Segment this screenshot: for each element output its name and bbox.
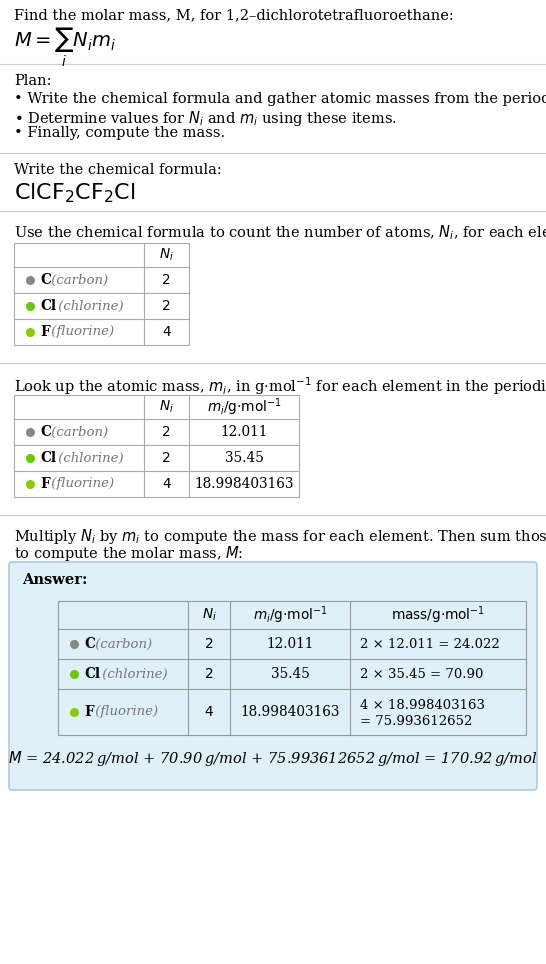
Text: (chlorine): (chlorine) [54,451,123,465]
Text: 2: 2 [205,667,213,681]
Text: Find the molar mass, M, for 1,2–dichlorotetrafluoroethane:: Find the molar mass, M, for 1,2–dichloro… [14,8,454,22]
Text: 4: 4 [162,477,171,491]
Text: 4: 4 [205,705,213,719]
Text: 2: 2 [162,425,171,439]
Text: 4: 4 [162,325,171,339]
Text: Use the chemical formula to count the number of atoms, $N_i$, for each element:: Use the chemical formula to count the nu… [14,223,546,242]
Text: • Determine values for $N_i$ and $m_i$ using these items.: • Determine values for $N_i$ and $m_i$ u… [14,109,397,128]
Bar [14,243,189,345]
Text: mass/g·mol$^{-1}$: mass/g·mol$^{-1}$ [391,604,485,626]
Text: $M = \sum_i N_i m_i$: $M = \sum_i N_i m_i$ [14,26,116,69]
Text: Multiply $N_i$ by $m_i$ to compute the mass for each element. Then sum those val: Multiply $N_i$ by $m_i$ to compute the m… [14,527,546,546]
Text: 35.45: 35.45 [271,667,310,681]
Text: 2: 2 [162,451,171,465]
Text: $m_i$/g·mol$^{-1}$: $m_i$/g·mol$^{-1}$ [207,396,281,417]
Text: $M$ = 24.022 g/mol + 70.90 g/mol + 75.993612652 g/mol = 170.92 g/mol: $M$ = 24.022 g/mol + 70.90 g/mol + 75.99… [8,749,538,768]
Text: 4 × 18.998403163: 4 × 18.998403163 [360,699,485,712]
FancyBboxPatch shape [9,562,537,790]
Text: Plan:: Plan: [14,74,51,88]
Text: ClCF$_2$CF$_2$Cl: ClCF$_2$CF$_2$Cl [14,181,135,204]
Text: • Finally, compute the mass.: • Finally, compute the mass. [14,126,225,140]
Text: (fluorine): (fluorine) [91,706,158,718]
Text: $N_i$: $N_i$ [159,247,174,263]
Text: 2: 2 [162,273,171,287]
Text: F: F [40,325,50,339]
Text: (chlorine): (chlorine) [98,667,168,681]
Text: 2 × 12.011 = 24.022: 2 × 12.011 = 24.022 [360,637,500,651]
Text: C: C [40,425,51,439]
Text: 18.998403163: 18.998403163 [194,477,294,491]
Text: 2: 2 [205,637,213,651]
Text: F: F [84,705,93,719]
Text: • Write the chemical formula and gather atomic masses from the periodic table.: • Write the chemical formula and gather … [14,92,546,106]
Bar [58,601,526,735]
Text: C: C [40,273,51,287]
Text: $m_i$/g·mol$^{-1}$: $m_i$/g·mol$^{-1}$ [253,604,327,626]
Text: = 75.993612652: = 75.993612652 [360,715,472,728]
Text: $N_i$: $N_i$ [201,606,216,623]
Text: Cl: Cl [40,451,56,465]
Text: Answer:: Answer: [22,573,87,587]
Text: (carbon): (carbon) [91,637,152,651]
Text: (carbon): (carbon) [47,425,108,439]
Text: (chlorine): (chlorine) [54,300,123,312]
Text: (carbon): (carbon) [47,274,108,286]
Text: Cl: Cl [84,667,100,681]
Bar [14,395,299,497]
Text: 12.011: 12.011 [221,425,268,439]
Text: F: F [40,477,50,491]
Text: 12.011: 12.011 [266,637,314,651]
Text: 2 × 35.45 = 70.90: 2 × 35.45 = 70.90 [360,667,483,681]
Text: 18.998403163: 18.998403163 [240,705,340,719]
Text: 2: 2 [162,299,171,313]
Text: to compute the molar mass, $M$:: to compute the molar mass, $M$: [14,544,244,563]
Text: $N_i$: $N_i$ [159,399,174,415]
Text: (fluorine): (fluorine) [47,477,114,491]
Text: 35.45: 35.45 [224,451,263,465]
Text: Cl: Cl [40,299,56,313]
Text: Look up the atomic mass, $m_i$, in g·mol$^{-1}$ for each element in the periodic: Look up the atomic mass, $m_i$, in g·mol… [14,375,546,397]
Text: Write the chemical formula:: Write the chemical formula: [14,163,222,177]
Text: C: C [84,637,95,651]
Text: (fluorine): (fluorine) [47,326,114,338]
